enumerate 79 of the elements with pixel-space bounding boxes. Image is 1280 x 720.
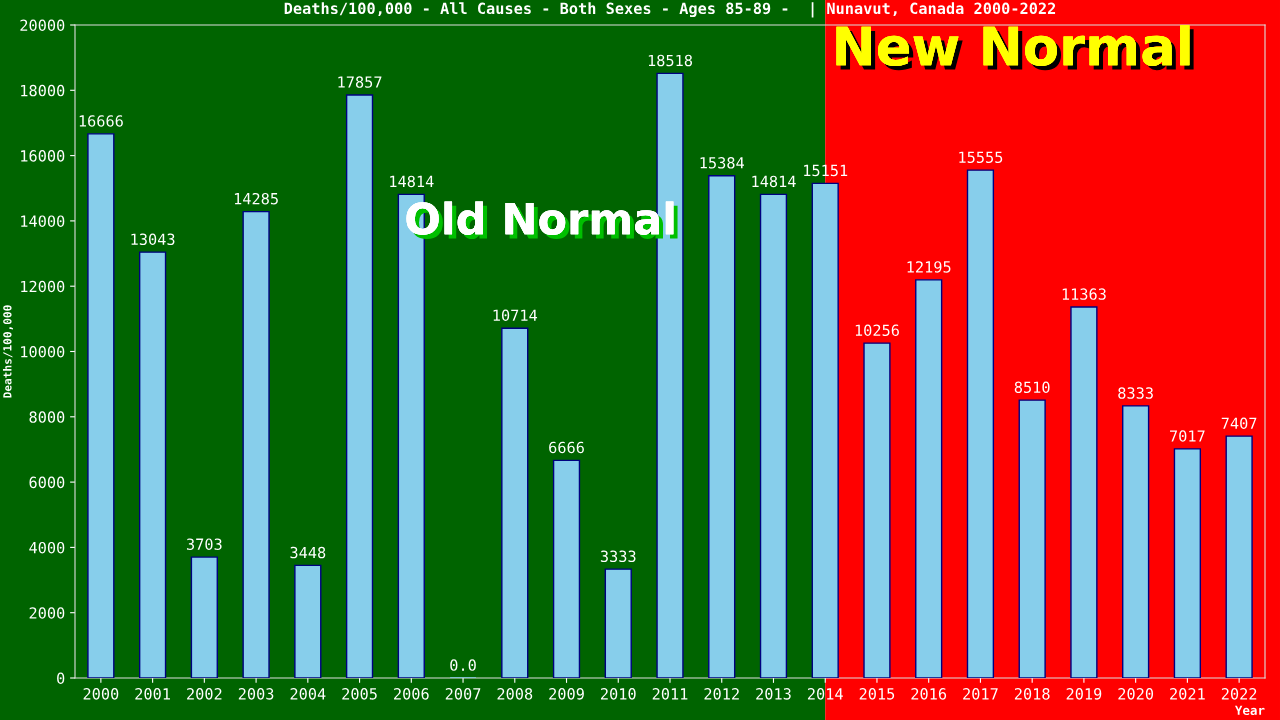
- x-tick-label: 2002: [187, 688, 222, 700]
- bar: [1173, 448, 1202, 678]
- x-tick-label: 2016: [911, 688, 947, 700]
- y-tick-label: 20000: [20, 19, 65, 32]
- bar: [345, 94, 374, 678]
- bar: [190, 556, 218, 678]
- data-label: 12195: [907, 261, 951, 273]
- bar: [863, 342, 891, 678]
- bar: [1122, 405, 1150, 678]
- bar: [966, 169, 995, 678]
- data-label: 3448: [290, 546, 326, 559]
- bar: [708, 175, 736, 678]
- x-axis-title: Year: [1234, 705, 1265, 716]
- data-label: 0.0: [450, 659, 476, 671]
- y-tick-label: 16000: [21, 150, 65, 162]
- bar: [1070, 306, 1098, 678]
- data-label: 14814: [752, 175, 796, 188]
- x-tick-label: 2020: [1118, 688, 1154, 700]
- chart-title: Deaths/100,000 - All Causes - Both Sexes - Ages 85-89 - | Nunavut, Canada 2000-2022: [284, 2, 1056, 18]
- x-tick-label: 2019: [1066, 688, 1102, 700]
- data-label: 15384: [700, 157, 744, 169]
- y-tick-label: 0: [57, 672, 65, 685]
- y-tick-label: 8000: [29, 411, 65, 423]
- bar: [242, 210, 270, 678]
- x-tick-label: 2006: [394, 688, 429, 700]
- data-label: 11363: [1062, 288, 1106, 300]
- data-label: 3703: [186, 538, 222, 550]
- bar: [604, 568, 632, 678]
- bar: [915, 279, 943, 678]
- data-label: 10256: [855, 324, 899, 337]
- y-tick-label: 14000: [21, 215, 65, 227]
- x-tick-label: 2008: [497, 688, 533, 700]
- x-tick-label: 2004: [290, 688, 326, 700]
- x-tick-label: 2005: [342, 688, 377, 700]
- bar: [501, 327, 529, 678]
- y-tick-label: 4000: [29, 541, 65, 554]
- bar: [552, 459, 581, 678]
- x-tick-label: 2007: [445, 688, 481, 700]
- data-label: 8333: [1118, 387, 1153, 399]
- x-tick-label: 2003: [238, 688, 274, 700]
- bar: [1018, 399, 1046, 678]
- data-label: 14285: [234, 192, 278, 205]
- y-axis-title: Deaths/100,000: [2, 305, 13, 398]
- y-tick-label: 12000: [21, 280, 65, 293]
- bar: [1225, 435, 1253, 678]
- data-label: 15555: [959, 151, 1003, 163]
- bar: [759, 193, 788, 678]
- bar: [87, 133, 115, 678]
- band-label: New Normal: [836, 25, 1194, 71]
- data-label: 17857: [338, 76, 382, 88]
- x-tick-label: 2010: [601, 688, 636, 700]
- data-label: 3333: [600, 550, 636, 563]
- x-tick-label: 2001: [135, 688, 170, 700]
- x-tick-label: 2021: [1170, 688, 1205, 700]
- y-tick-label: 2000: [29, 607, 65, 619]
- x-tick-label: 2009: [549, 688, 584, 700]
- data-label: 16666: [79, 115, 123, 127]
- data-label: 7407: [1221, 417, 1257, 430]
- bar: [138, 251, 167, 678]
- data-label: 7017: [1170, 430, 1205, 442]
- data-label: 8510: [1014, 381, 1050, 394]
- y-tick-label: 18000: [21, 84, 65, 97]
- x-tick-label: 2017: [963, 688, 998, 700]
- bar: [294, 564, 322, 678]
- x-tick-label: 2015: [859, 688, 895, 700]
- data-label: 10714: [493, 309, 538, 322]
- x-tick-label: 2012: [704, 688, 739, 700]
- data-label: 13043: [131, 233, 175, 246]
- x-tick-label: 2013: [756, 688, 791, 700]
- x-tick-label: 2000: [83, 688, 119, 700]
- y-tick-label: 10000: [21, 346, 65, 358]
- data-label: 6666: [549, 441, 584, 454]
- data-label: 14814: [390, 175, 434, 188]
- y-tick-label: 6000: [29, 476, 65, 489]
- x-tick-label: 2022: [1221, 688, 1257, 700]
- x-tick-label: 2018: [1014, 688, 1050, 700]
- data-label: 18518: [648, 54, 693, 67]
- x-tick-label: 2011: [652, 688, 688, 700]
- bar: [811, 182, 839, 678]
